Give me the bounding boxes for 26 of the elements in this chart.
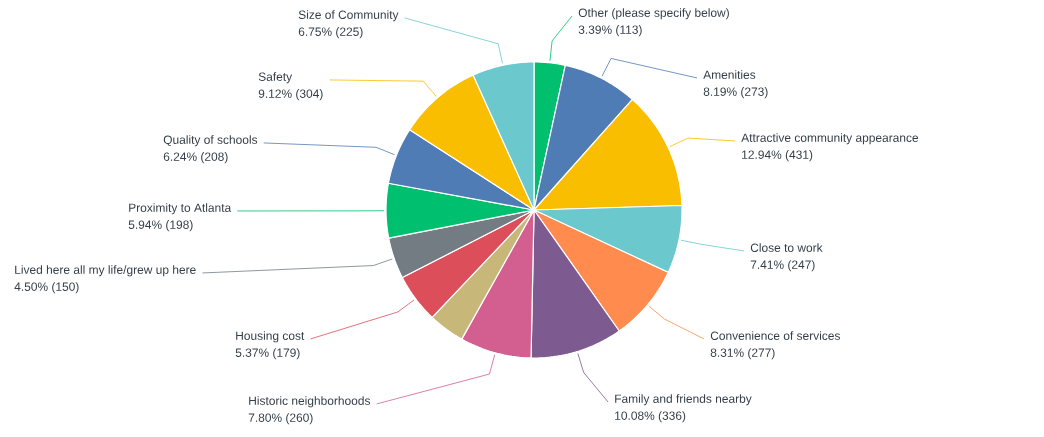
slice-label: Proximity to Atlanta [129, 203, 232, 215]
data-label: 8.31% (277) [710, 348, 775, 360]
data-label: 6.75% (225) [298, 27, 363, 39]
data-label: 9.12% (304) [258, 89, 323, 101]
data-label: 10.08% (336) [615, 411, 686, 423]
data-label: 4.50% (150) [14, 282, 79, 294]
data-label: 7.41% (247) [750, 260, 815, 272]
slice-label: Historic neighborhoods [249, 396, 371, 408]
slice-label: Family and friends nearby [615, 394, 752, 406]
slice-label: Close to work [750, 243, 823, 252]
slice-label: Lived here all my life/grew up here [15, 265, 196, 277]
slice-label: Size of Community [298, 10, 399, 22]
data-label: 7.80% (260) [248, 413, 313, 425]
data-label: 12.94% (431) [742, 150, 813, 162]
data-label: 8.19% (273) [703, 87, 768, 99]
slice-label: Quality of schools [163, 135, 258, 147]
slice-label: Attractive community appearance [741, 133, 919, 145]
data-label: 5.37% (179) [235, 348, 300, 360]
slice-label: Housing cost [236, 331, 305, 343]
slice-label: Amenities [703, 70, 756, 79]
data-label: 5.94% (198) [128, 220, 193, 232]
slice-label: Safety [258, 72, 293, 84]
slice-label: Convenience of services [710, 331, 840, 340]
slice-label: Other (please specify below) [578, 8, 729, 20]
data-label: 3.39% (113) [578, 25, 642, 37]
data-label: 6.24% (208) [163, 152, 228, 164]
